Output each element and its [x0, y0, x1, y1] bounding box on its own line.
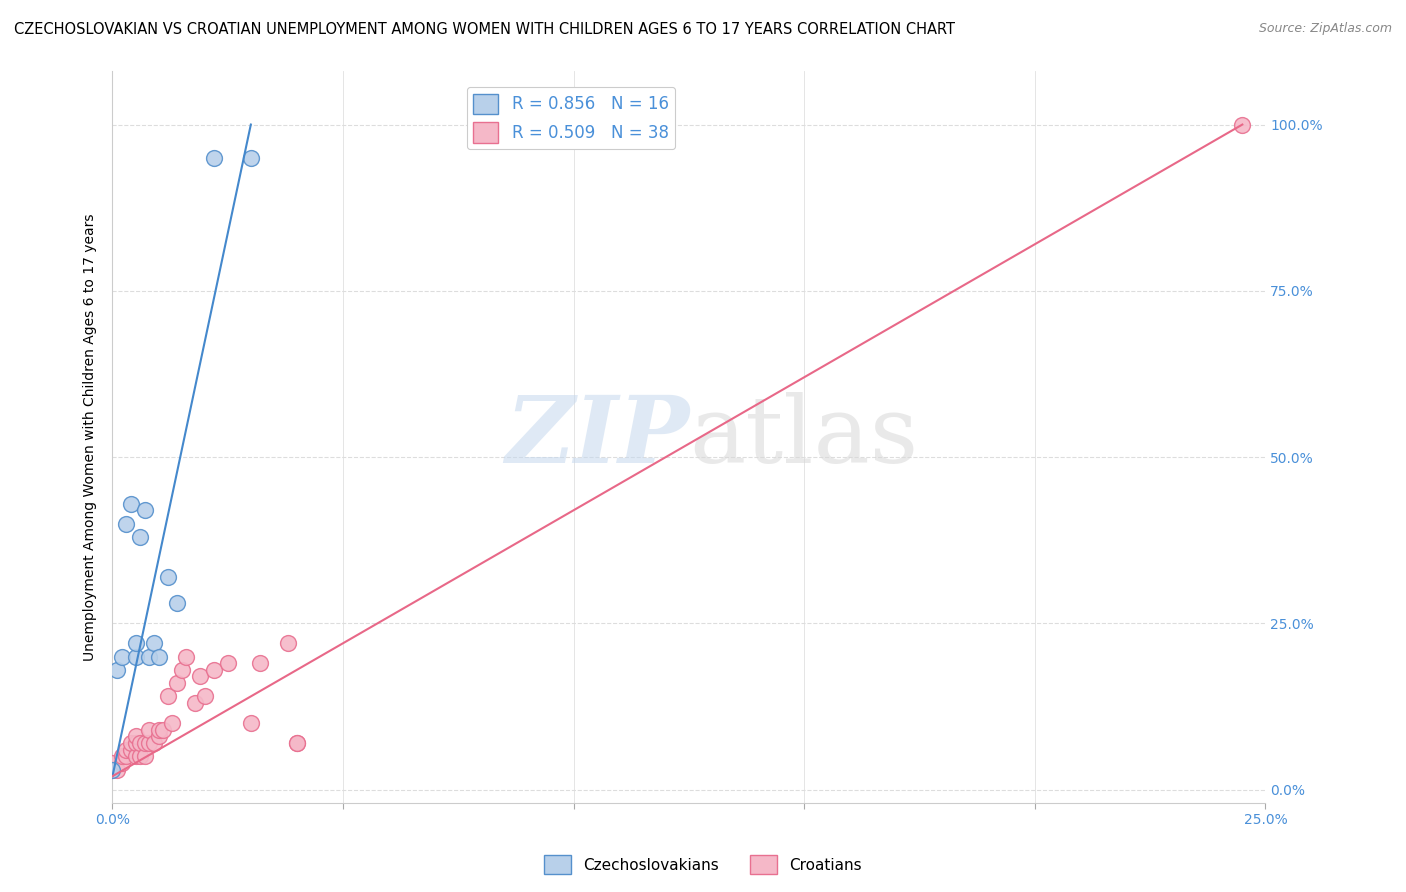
Point	[111, 756, 134, 770]
Point	[120, 497, 142, 511]
Point	[188, 669, 211, 683]
Point	[134, 503, 156, 517]
Point	[101, 756, 124, 770]
Point	[101, 763, 124, 777]
Text: atlas: atlas	[689, 392, 918, 482]
Point	[184, 696, 207, 710]
Point	[202, 663, 225, 677]
Point	[166, 676, 188, 690]
Text: Source: ZipAtlas.com: Source: ZipAtlas.com	[1258, 22, 1392, 36]
Point	[134, 749, 156, 764]
Point	[1232, 118, 1254, 132]
Point	[143, 736, 166, 750]
Point	[217, 656, 239, 670]
Point	[138, 736, 160, 750]
Point	[124, 649, 146, 664]
Point	[138, 723, 160, 737]
Point	[285, 736, 308, 750]
Point	[105, 763, 128, 777]
Text: ZIP: ZIP	[505, 392, 689, 482]
Point	[239, 716, 262, 731]
Point	[239, 151, 262, 165]
Point	[143, 636, 166, 650]
Point	[170, 663, 193, 677]
Point	[277, 636, 299, 650]
Point	[249, 656, 271, 670]
Point	[124, 729, 146, 743]
Point	[194, 690, 217, 704]
Point	[115, 516, 138, 531]
Point	[152, 723, 174, 737]
Point	[156, 570, 179, 584]
Point	[148, 729, 170, 743]
Point	[124, 749, 146, 764]
Point	[111, 649, 134, 664]
Point	[124, 736, 146, 750]
Point	[166, 596, 188, 610]
Point	[129, 736, 152, 750]
Text: CZECHOSLOVAKIAN VS CROATIAN UNEMPLOYMENT AMONG WOMEN WITH CHILDREN AGES 6 TO 17 : CZECHOSLOVAKIAN VS CROATIAN UNEMPLOYMENT…	[14, 22, 955, 37]
Point	[174, 649, 197, 664]
Point	[115, 742, 138, 756]
Point	[148, 723, 170, 737]
Point	[105, 663, 128, 677]
Point	[129, 530, 152, 544]
Point	[138, 649, 160, 664]
Y-axis label: Unemployment Among Women with Children Ages 6 to 17 years: Unemployment Among Women with Children A…	[83, 213, 97, 661]
Point	[120, 742, 142, 756]
Point	[111, 749, 134, 764]
Point	[148, 649, 170, 664]
Point	[162, 716, 184, 731]
Point	[124, 636, 146, 650]
Point	[115, 749, 138, 764]
Point	[202, 151, 225, 165]
Point	[129, 749, 152, 764]
Point	[134, 736, 156, 750]
Point	[156, 690, 179, 704]
Point	[101, 763, 124, 777]
Point	[285, 736, 308, 750]
Point	[120, 736, 142, 750]
Legend: Czechoslovakians, Croatians: Czechoslovakians, Croatians	[537, 849, 869, 880]
Legend: R = 0.856   N = 16, R = 0.509   N = 38: R = 0.856 N = 16, R = 0.509 N = 38	[467, 87, 675, 149]
